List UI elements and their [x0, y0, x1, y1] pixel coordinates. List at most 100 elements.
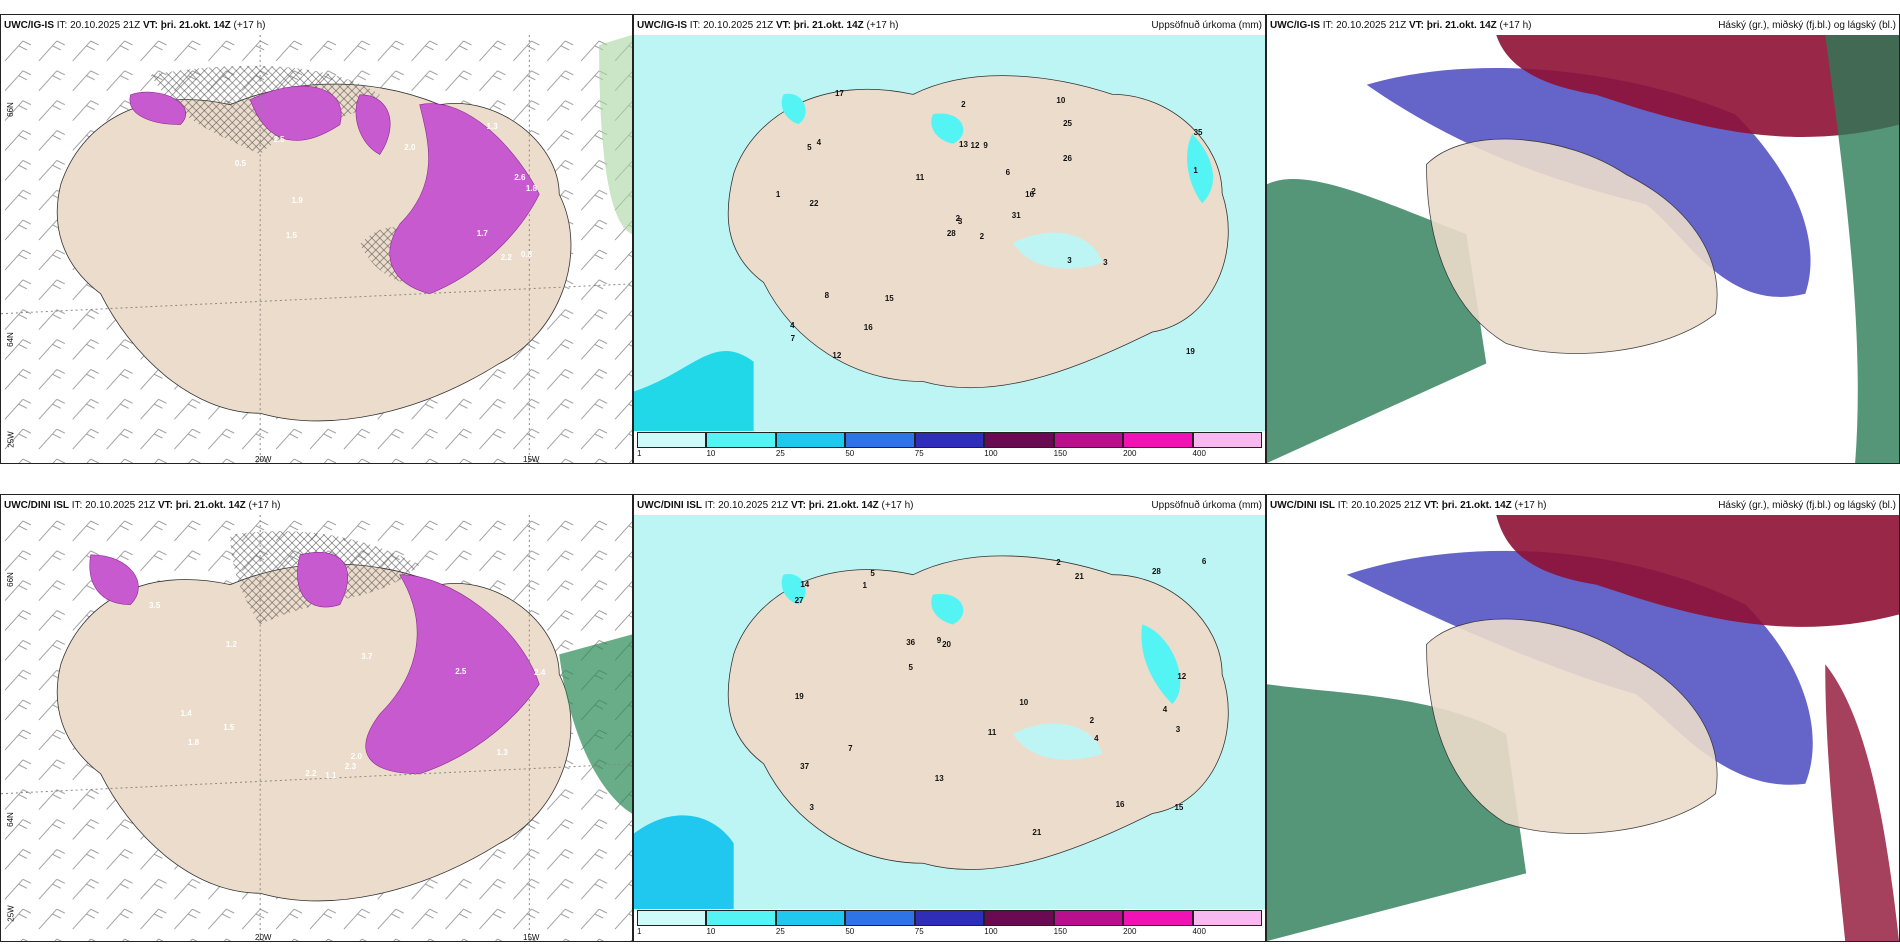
lon-label: 25W [6, 431, 16, 448]
wind-value-label: 2.3 [344, 761, 357, 771]
panel-header: UWC/IG-IS IT: 20.10.2025 21Z VT: þri. 21… [634, 15, 1265, 35]
colorbar-swatch [914, 432, 985, 448]
precip-value-label: 1 [1193, 165, 1198, 175]
colorbar-swatch [984, 910, 1054, 926]
colorbar-tick-label: 1 [637, 449, 642, 458]
panel-header: UWC/DINI ISL IT: 20.10.2025 21Z VT: þri.… [1267, 495, 1899, 515]
wind-value-label: 1.3 [486, 122, 498, 132]
precip-value-label: 20 [942, 639, 951, 649]
colorbar-tick-label: 150 [1053, 927, 1068, 936]
colorbar-swatch [637, 910, 707, 926]
colorbar-swatch [845, 910, 915, 926]
precip-value-label: 10 [1056, 96, 1066, 106]
colorbar-swatch [1053, 910, 1124, 926]
precip-value-label: 28 [1151, 567, 1161, 577]
precip-value-label: 5 [908, 663, 913, 673]
precip-value-label: 4 [790, 321, 795, 331]
wind-map [1, 515, 632, 941]
precip-value-label: 1 [862, 580, 867, 590]
colorbar-tick-label: 150 [1053, 449, 1068, 458]
wind-value-label: 0.9 [420, 88, 432, 98]
precip-value-label: 7 [790, 334, 796, 344]
precip-map [634, 515, 1265, 909]
precip-value-label: 2 [1089, 716, 1095, 726]
panel-header: UWC/IG-IS IT: 20.10.2025 21Z VT: þri. 21… [1, 15, 632, 35]
panel-ig-precip: UWC/IG-IS IT: 20.10.2025 21Z VT: þri. 21… [633, 14, 1266, 464]
wind-value-label: 1.1 [325, 771, 337, 781]
precip-value-label: 12 [832, 350, 842, 360]
precip-value-label: 37 [800, 762, 810, 772]
precip-value-label: 36 [906, 638, 916, 648]
colorbar-swatch [706, 910, 776, 926]
colorbar-tick-label: 1 [637, 927, 642, 936]
colorbar-tick-label: 400 [1192, 927, 1206, 936]
lat-label: 64N [5, 812, 15, 827]
cloud-map [1267, 515, 1899, 941]
colorbar-swatch [1192, 910, 1262, 926]
colorbar-swatch [845, 432, 915, 448]
precip-value-label: 28 [946, 229, 956, 239]
precip-value-label: 12 [1177, 671, 1187, 681]
precip-value-label: 2 [961, 100, 966, 110]
wind-value-label: 1.3 [496, 748, 508, 758]
lat-label: 66N [5, 572, 15, 587]
precip-value-label: 16 [1115, 799, 1125, 809]
precip-value-label: 19 [794, 691, 804, 701]
wind-value-label: 1.4 [180, 708, 192, 718]
lon-label: 20W [255, 933, 272, 942]
wind-value-label: 1.2 [225, 639, 237, 649]
colorbar-swatch [984, 432, 1054, 448]
colorbar-tick-label: 10 [706, 927, 716, 936]
colorbar-tick-label: 25 [775, 449, 785, 458]
wind-value-label: 3.5 [149, 600, 161, 610]
wind-value-label: 1.5 [285, 230, 297, 240]
precip-value-label: 4 [1094, 734, 1099, 744]
cloud-map [1267, 35, 1899, 463]
panel-header: UWC/IG-IS IT: 20.10.2025 21Z VT: þri. 21… [1267, 15, 1899, 35]
colorbar-tick-label: 400 [1192, 449, 1206, 458]
precip-value-label: 13 [934, 773, 944, 783]
precip-value-label: 17 [835, 89, 844, 99]
precip-value-label: 2 [955, 213, 961, 223]
precip-value-label: 21 [1074, 572, 1084, 582]
precip-colorbar: 1 10 25 50 75 100 150 200 400 [637, 910, 1262, 938]
colorbar-swatch [706, 432, 776, 448]
panel-dini-wind: UWC/DINI ISL IT: 20.10.2025 21Z VT: þri.… [0, 494, 633, 942]
precip-value-label: 2 [1056, 557, 1061, 567]
colorbar-swatch [1053, 432, 1124, 448]
panel-ig-wind: UWC/IG-IS IT: 20.10.2025 21Z VT: þri. 21… [0, 14, 633, 464]
precip-value-label: 35 [1193, 127, 1203, 137]
wind-value-label: 2.6 [514, 173, 526, 183]
lon-label: 15W [523, 933, 540, 942]
precip-value-label: 3 [1175, 724, 1181, 734]
precip-value-label: 9 [983, 140, 988, 150]
panel-ig-cloud: UWC/IG-IS IT: 20.10.2025 21Z VT: þri. 21… [1266, 14, 1900, 464]
precip-value-label: 4 [1162, 704, 1168, 714]
lon-label: 15W [523, 455, 540, 464]
colorbar-tick-label: 100 [984, 927, 998, 936]
wind-value-label: 1.9 [291, 196, 303, 206]
precip-value-label: 8 [824, 291, 830, 301]
precip-value-label: 16 [1025, 190, 1035, 200]
wind-value-label: 3.7 [361, 652, 373, 662]
colorbar-swatch [637, 432, 707, 448]
wind-value-label: 2.4 [534, 667, 546, 677]
precip-value-label: 25 [1063, 119, 1072, 129]
precip-value-label: 5 [870, 569, 875, 579]
precip-value-label: 16 [863, 322, 873, 332]
lat-label: 66N [5, 102, 15, 117]
colorbar-swatch [1123, 432, 1193, 448]
colorbar-swatch [1123, 910, 1193, 926]
colorbar-tick-label: 100 [984, 449, 998, 458]
precip-value-label: 3 [809, 803, 814, 813]
precip-value-label: 15 [884, 293, 894, 303]
colorbar-tick-label: 50 [845, 927, 855, 936]
panel-dini-precip: UWC/DINI ISL IT: 20.10.2025 21Z VT: þri.… [633, 494, 1266, 942]
wind-value-label: 2.0 [404, 143, 416, 153]
precip-value-label: 11 [987, 728, 997, 738]
lon-label: 25W [6, 905, 16, 922]
precip-value-label: 1 [775, 190, 781, 200]
wind-value-label: 0.5 [234, 158, 247, 168]
precip-value-label: 27 [794, 595, 804, 605]
panel-header: UWC/DINI ISL IT: 20.10.2025 21Z VT: þri.… [634, 495, 1265, 515]
